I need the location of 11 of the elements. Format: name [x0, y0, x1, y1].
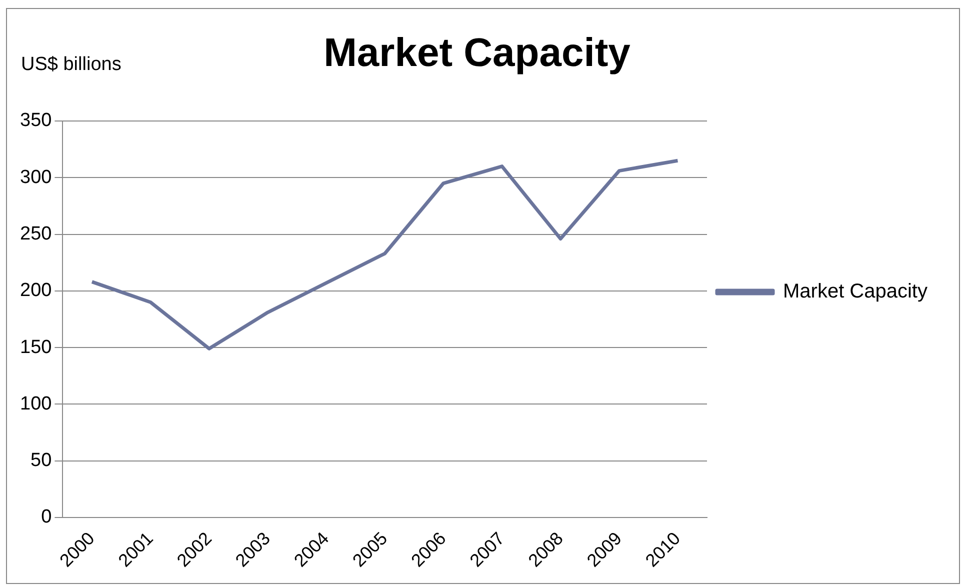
y-axis-title: US$ billions	[21, 54, 122, 76]
y-tick-label: 250	[20, 223, 52, 244]
y-tick-label: 150	[20, 336, 52, 358]
chart-title: Market Capacity	[324, 31, 632, 76]
y-tick-label: 300	[20, 166, 52, 188]
y-tick-label: 350	[20, 110, 52, 132]
y-tick-label: 0	[41, 506, 52, 528]
legend-label: Market Capacity	[783, 280, 928, 303]
y-tick-label: 100	[20, 393, 52, 414]
y-tick-label: 200	[20, 280, 52, 302]
y-tick-label: 50	[30, 450, 52, 472]
